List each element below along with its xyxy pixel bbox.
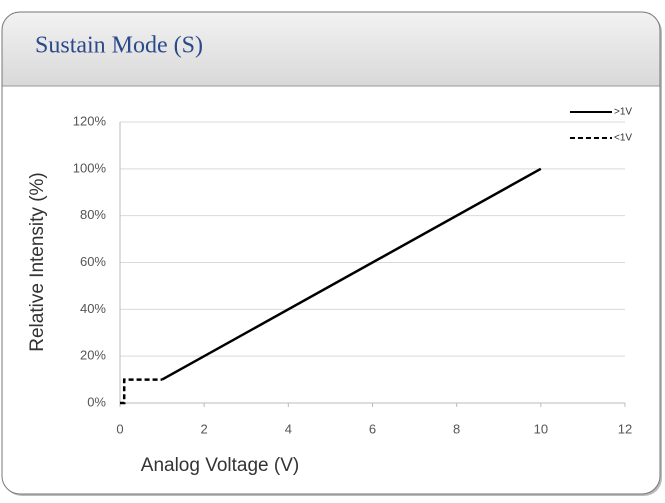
y-tick-label: 80% [80,207,106,222]
x-tick-label: 0 [116,421,123,436]
x-tick-label: 8 [453,421,460,436]
card-border [1,11,661,495]
chart-title: Sustain Mode (S) [35,33,203,59]
y-axis-label: Relative Intensity (%) [27,172,48,352]
legend-label: >1V [614,107,632,118]
y-tick-label: 40% [80,301,106,316]
y-tick-label: 0% [87,394,106,409]
y-tick-label: 100% [73,160,107,175]
series-line [120,378,163,405]
card-header [2,12,660,86]
x-tick-label: 10 [534,421,548,436]
series-line [161,167,542,381]
y-tick-label: 20% [80,348,106,363]
x-tick-label: 2 [201,421,208,436]
x-axis-label: Analog Voltage (V) [141,455,299,476]
x-tick-label: 4 [285,421,292,436]
legend-label: <1V [614,133,632,144]
y-tick-label: 60% [80,254,106,269]
x-tick-label: 6 [369,421,376,436]
y-tick-label: 120% [73,113,107,128]
card [2,12,660,494]
x-tick-label: 12 [618,421,632,436]
